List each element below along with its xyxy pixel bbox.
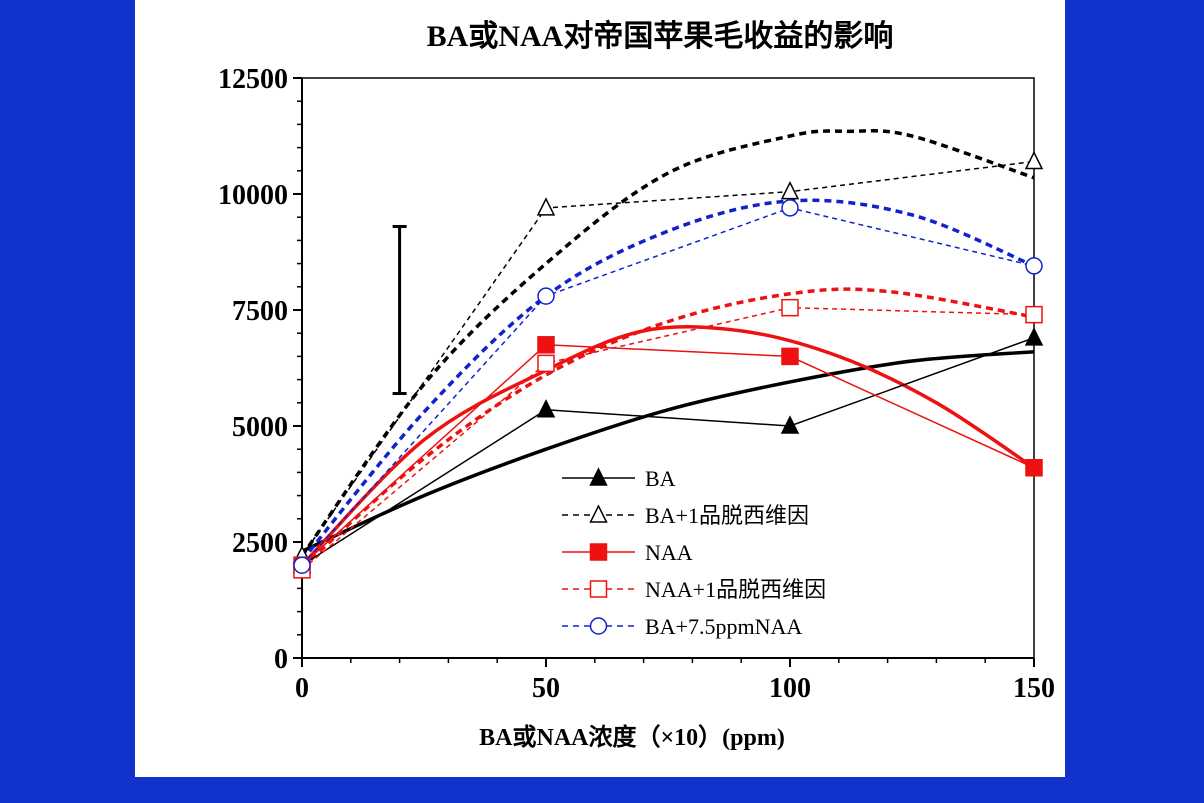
fitted-curves: [300, 128, 1035, 569]
legend-label: NAA+1品脱西维因: [645, 577, 826, 602]
plot-frame: [301, 77, 1035, 659]
x-axis-label: BA或NAA浓度（×10）(ppm): [479, 723, 785, 751]
legend-marker: [589, 617, 608, 635]
fit-curve-2: [300, 325, 1035, 567]
y-tick-label: 2500: [232, 528, 288, 559]
series-line-1: [301, 160, 1035, 557]
plot-area: [301, 77, 1035, 659]
y-tick-label: 7500: [232, 296, 288, 327]
data-point-3: [1025, 305, 1043, 324]
data-point-2: [781, 347, 799, 366]
series-line-4: [301, 207, 1035, 566]
legend-marker: [589, 543, 608, 561]
chart-title: BA或NAA对帝国苹果毛收益的影响: [427, 19, 894, 53]
data-point-2: [537, 336, 555, 354]
data-point-3: [537, 354, 555, 373]
x-tick-label: 0: [295, 673, 309, 704]
data-point-0: [536, 399, 556, 418]
series-line-0: [301, 337, 1035, 566]
fit-curve-1: [300, 128, 1035, 557]
x-tick-label: 50: [532, 673, 560, 704]
series-line-3: [301, 306, 1035, 571]
legend-label: BA: [645, 466, 676, 491]
data-point-1: [1024, 150, 1044, 170]
legend-label: BA+7.5ppmNAA: [645, 614, 802, 639]
data-point-1: [536, 197, 556, 216]
data-point-2: [1025, 459, 1043, 477]
y-tick-label: 12500: [218, 64, 288, 95]
legend-label: BA+1品脱西维因: [645, 503, 809, 528]
y-tick-label: 10000: [218, 180, 288, 211]
data-point-4: [1025, 257, 1043, 275]
legend-marker: [589, 580, 608, 598]
data-point-3: [781, 298, 799, 317]
legend-marker: [589, 467, 608, 486]
fit-curve-4: [300, 198, 1035, 562]
y-tick-label: 0: [274, 644, 288, 675]
data-point-4: [781, 199, 799, 217]
y-tick-label: 5000: [232, 412, 288, 443]
data-point-4: [537, 287, 555, 305]
data-point-0: [1024, 327, 1044, 346]
fit-curve-0: [301, 350, 1035, 553]
axes: 0 2500 5000 7500 10000 12500 0 50 100 150: [218, 64, 1055, 704]
legend: BA BA+1品脱西维因 NAA NAA+1品脱西维因 BA+7.5ppmNAA: [562, 466, 826, 639]
x-tick-label: 150: [1013, 673, 1055, 704]
data-series: [292, 150, 1044, 579]
legend-label: NAA: [645, 540, 693, 565]
x-tick-label: 100: [769, 673, 811, 704]
data-point-0: [780, 415, 800, 434]
data-point-4: [293, 556, 311, 574]
legend-marker: [589, 504, 608, 523]
series-line-2: [301, 344, 1035, 566]
data-point-1: [780, 181, 800, 200]
